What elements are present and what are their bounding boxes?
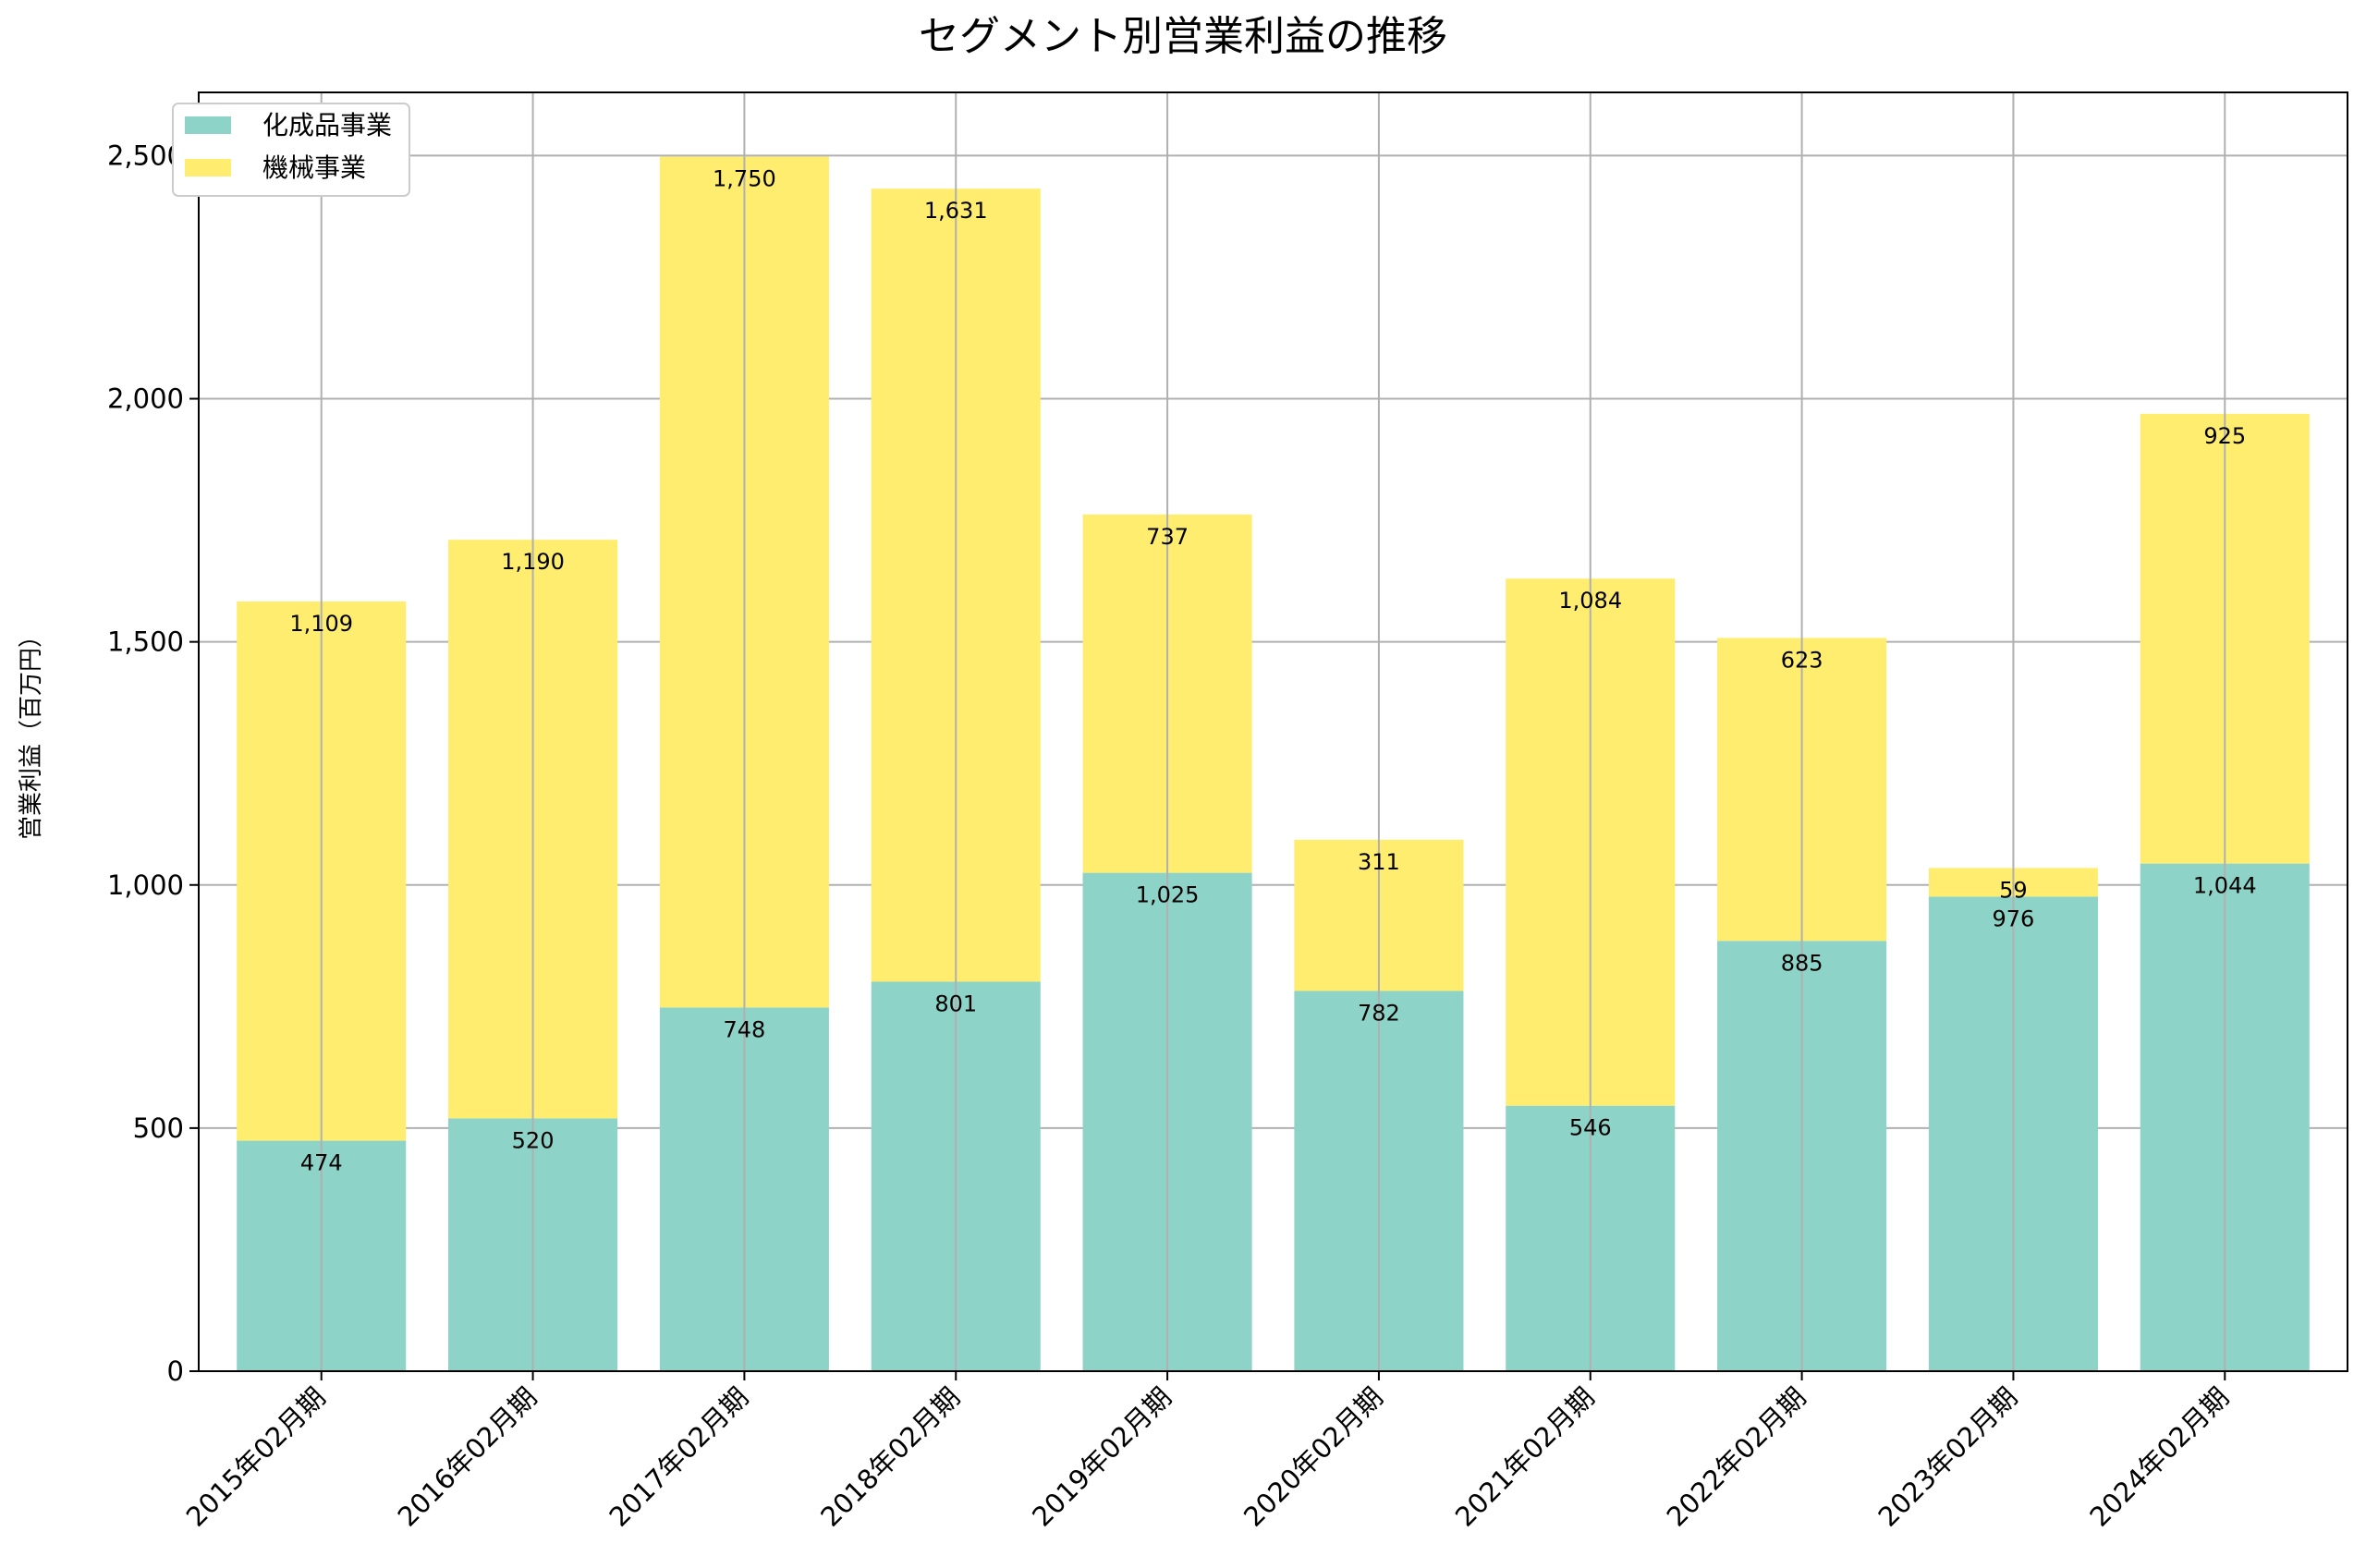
x-tick-label: 2015年02月期 — [180, 1381, 332, 1533]
chart-title: セグメント別営業利益の推移 — [919, 13, 1447, 60]
x-tick-label: 2020年02月期 — [1238, 1381, 1389, 1533]
x-tick-label: 2024年02月期 — [2083, 1381, 2235, 1533]
x-tick-label: 2021年02月期 — [1449, 1381, 1601, 1533]
legend-label-kasei: 化成品事業 — [262, 110, 392, 140]
data-label-kikai: 925 — [2203, 423, 2246, 449]
data-label-kikai: 737 — [1146, 524, 1189, 550]
data-label-kikai: 1,084 — [1558, 588, 1622, 614]
data-label-kasei: 885 — [1781, 950, 1823, 976]
bars-layer — [237, 156, 2310, 1371]
legend-swatch-kasei — [185, 116, 231, 134]
y-axis-label: 営業利益（百万円） — [18, 624, 45, 840]
x-tick-label: 2017年02月期 — [604, 1381, 755, 1533]
data-label-kasei: 976 — [1993, 906, 2035, 931]
x-tick-label: 2019年02月期 — [1026, 1381, 1177, 1533]
data-label-kikai: 1,109 — [289, 611, 353, 637]
data-label-kasei: 748 — [723, 1016, 765, 1042]
data-label-kikai: 1,631 — [924, 198, 988, 224]
data-label-kasei: 1,044 — [2193, 873, 2257, 899]
data-label-kasei: 546 — [1569, 1115, 1612, 1141]
y-tick-label: 1,500 — [107, 626, 184, 658]
data-label-kikai: 1,190 — [501, 549, 565, 575]
y-tick-label: 0 — [167, 1355, 184, 1387]
y-tick-label: 2,500 — [107, 140, 184, 171]
plot-frame — [198, 91, 2348, 1372]
y-tick-label: 1,000 — [107, 869, 184, 901]
y-tick-label: 500 — [133, 1112, 184, 1144]
y-tick-label: 2,000 — [107, 383, 184, 415]
x-tick-label: 2023年02月期 — [1872, 1381, 2024, 1533]
legend-frame — [172, 103, 410, 197]
data-label-kasei: 474 — [300, 1150, 343, 1176]
data-label-kasei: 520 — [512, 1127, 555, 1153]
vertical-grid-layer — [320, 92, 2226, 1371]
data-label-kasei: 782 — [1358, 1000, 1400, 1026]
legend-label-kikai: 機械事業 — [262, 152, 366, 183]
x-tick-label: 2022年02月期 — [1661, 1381, 1812, 1533]
data-label-kikai: 1,750 — [713, 165, 776, 191]
data-label-kikai: 311 — [1358, 849, 1400, 875]
legend-swatch-kikai — [185, 159, 231, 176]
legend: 化成品事業 機械事業 — [172, 103, 410, 197]
data-label-kikai: 59 — [1999, 877, 2028, 903]
x-tick-label: 2016年02月期 — [392, 1381, 543, 1533]
data-label-kasei: 801 — [934, 991, 977, 1016]
data-label-kasei: 1,025 — [1136, 882, 1200, 908]
x-axis: 2015年02月期 2016年02月期 2017年02月期 2018年02月期 2019… — [180, 1371, 2235, 1533]
y-axis: 0 500 1,000 1,500 2,000 2,500 — [107, 140, 199, 1387]
data-labels-layer: 474 1,109 520 1,190 748 1,750 801 1,631 1,025 737… — [289, 165, 2256, 1175]
x-tick-label: 2018年02月期 — [814, 1381, 966, 1533]
data-label-kikai: 623 — [1781, 647, 1823, 673]
